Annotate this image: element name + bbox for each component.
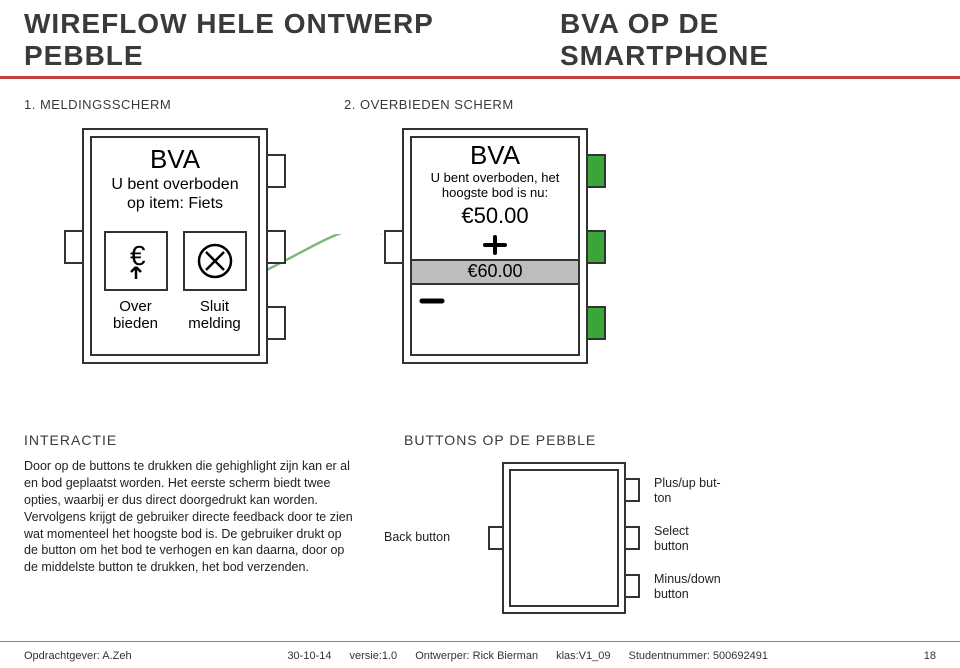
section-label-1: 1. MELDINGSSCHERM	[24, 97, 344, 112]
mini-up-button[interactable]	[624, 478, 640, 502]
buttons-heading: BUTTONS OP DE PEBBLE	[404, 432, 596, 448]
pebble1-select-button[interactable]	[266, 230, 286, 264]
footer-client: Opdrachtgever: A.Zeh	[24, 650, 132, 662]
page-title-right: BVA OP DE SMARTPHONE	[560, 8, 936, 72]
minus-label-2: button	[654, 587, 689, 601]
overbieden-label-1: Over	[119, 298, 152, 315]
footer-version: versie:1.0	[349, 650, 397, 662]
footer-class: klas:V1_09	[556, 650, 610, 662]
interactie-heading: INTERACTIE	[24, 432, 404, 448]
screen2-app-name: BVA	[412, 138, 578, 171]
mini-pebble	[484, 458, 644, 618]
euro-icon: €	[104, 231, 168, 291]
screen1-line2: op item: Fiets	[92, 194, 258, 213]
sluit-label-1: Sluit	[200, 298, 229, 315]
footer: Opdrachtgever: A.Zeh 30-10-14 versie:1.0…	[0, 650, 960, 662]
mini-outer	[502, 462, 626, 614]
sluit-label-2: melding	[188, 315, 241, 332]
overbieden-label-2: bieden	[113, 315, 158, 332]
header-row: WIREFLOW HELE ONTWERP PEBBLE BVA OP DE S…	[0, 0, 960, 76]
pebble2-down-button[interactable]	[586, 306, 606, 340]
mini-down-button[interactable]	[624, 574, 640, 598]
back-button-label: Back button	[384, 530, 450, 545]
wireframes-row: BVA U bent overboden op item: Fiets € Ov…	[0, 122, 960, 412]
screen1-line1: U bent overboden	[92, 175, 258, 194]
plus-icon	[412, 235, 578, 257]
minus-label-1: Minus/down	[654, 572, 721, 586]
pebble2-up-button[interactable]	[586, 154, 606, 188]
screen2-highest-bid: €50.00	[412, 203, 578, 229]
buttons-diagram: Back button Plus/up but- ton Select butt…	[384, 458, 804, 618]
svg-text:€: €	[130, 240, 146, 271]
pebble1-screen-outer: BVA U bent overboden op item: Fiets € Ov…	[82, 128, 268, 364]
close-icon	[183, 231, 247, 291]
sluit-option[interactable]: Sluit melding	[183, 231, 247, 332]
pebble-device-2: BVA U bent overboden, het hoogste bod is…	[380, 122, 610, 372]
overbieden-option[interactable]: € Over bieden	[104, 231, 168, 332]
footer-student: Studentnummer: 500692491	[629, 650, 768, 662]
pebble2-screen: BVA U bent overboden, het hoogste bod is…	[410, 136, 580, 356]
pebble-device-1: BVA U bent overboden op item: Fiets € Ov…	[60, 122, 290, 372]
select-label-1: Select	[654, 524, 689, 538]
lower-row: Door op de buttons te drukken die gehigh…	[0, 454, 960, 618]
footer-designer: Ontwerper: Rick Bierman	[415, 650, 538, 662]
footer-date: 30-10-14	[287, 650, 331, 662]
pebble1-up-button[interactable]	[266, 154, 286, 188]
section-label-2: 2. OVERBIEDEN SCHERM	[344, 97, 514, 112]
plus-label-2: ton	[654, 491, 671, 505]
screen2-line1: U bent overboden, het	[412, 171, 578, 186]
interactie-body: Door op de buttons te drukken die gehigh…	[24, 458, 354, 618]
lower-headings: INTERACTIE BUTTONS OP DE PEBBLE	[0, 412, 960, 454]
pebble2-screen-outer: BVA U bent overboden, het hoogste bod is…	[402, 128, 588, 364]
mini-inner	[509, 469, 619, 607]
header-rule	[0, 76, 960, 79]
pebble1-down-button[interactable]	[266, 306, 286, 340]
screen2-user-bid: €60.00	[412, 259, 578, 285]
pebble1-screen: BVA U bent overboden op item: Fiets € Ov…	[90, 136, 260, 356]
select-label-2: button	[654, 539, 689, 553]
plus-label-1: Plus/up but-	[654, 476, 721, 490]
section-labels: 1. MELDINGSSCHERM 2. OVERBIEDEN SCHERM	[0, 97, 960, 122]
pebble2-back-button[interactable]	[384, 230, 404, 264]
pebble2-select-button[interactable]	[586, 230, 606, 264]
page-title-left: WIREFLOW HELE ONTWERP PEBBLE	[24, 8, 560, 72]
footer-rule	[0, 641, 960, 642]
mini-select-button[interactable]	[624, 526, 640, 550]
pebble1-back-button[interactable]	[64, 230, 84, 264]
screen2-line2: hoogste bod is nu:	[412, 186, 578, 201]
screen1-app-name: BVA	[92, 138, 258, 175]
minus-icon	[412, 291, 578, 313]
footer-page: 18	[924, 650, 936, 662]
